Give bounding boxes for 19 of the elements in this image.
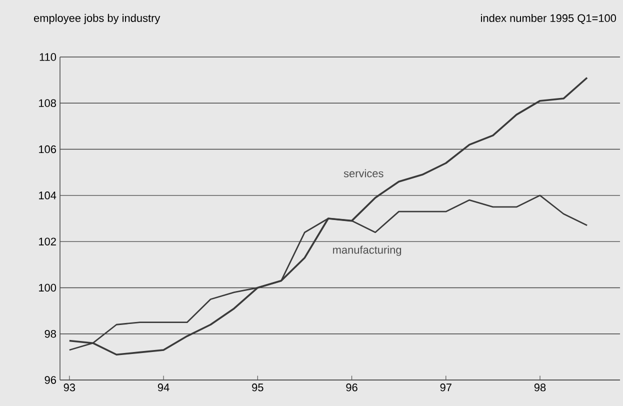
y-tick-label: 98 [44, 330, 56, 338]
x-tick-label: 98 [534, 384, 546, 392]
line-series [68, 76, 588, 356]
y-tick-label: 96 [44, 376, 56, 384]
y-tick-label: 102 [39, 238, 56, 246]
x-tick-label: 95 [252, 384, 264, 392]
y-tick-label: 110 [40, 53, 56, 61]
text: index number 1995 Q1=100 [481, 14, 616, 24]
y-tick-label: 106 [39, 145, 56, 154]
x-tick-label: 93 [64, 384, 76, 392]
x-tick-label: 97 [440, 384, 452, 392]
series-label: manufacturing [333, 246, 402, 256]
y-tick-label: 100 [39, 284, 56, 292]
series-label: services [344, 169, 384, 178]
y-tick-label: 104 [39, 192, 56, 200]
y-tick-label: 108 [39, 99, 56, 108]
chart-title: employee jobs by industry [34, 14, 160, 24]
x-tick-label: 94 [158, 384, 170, 392]
x-tick-label: 96 [346, 384, 358, 392]
